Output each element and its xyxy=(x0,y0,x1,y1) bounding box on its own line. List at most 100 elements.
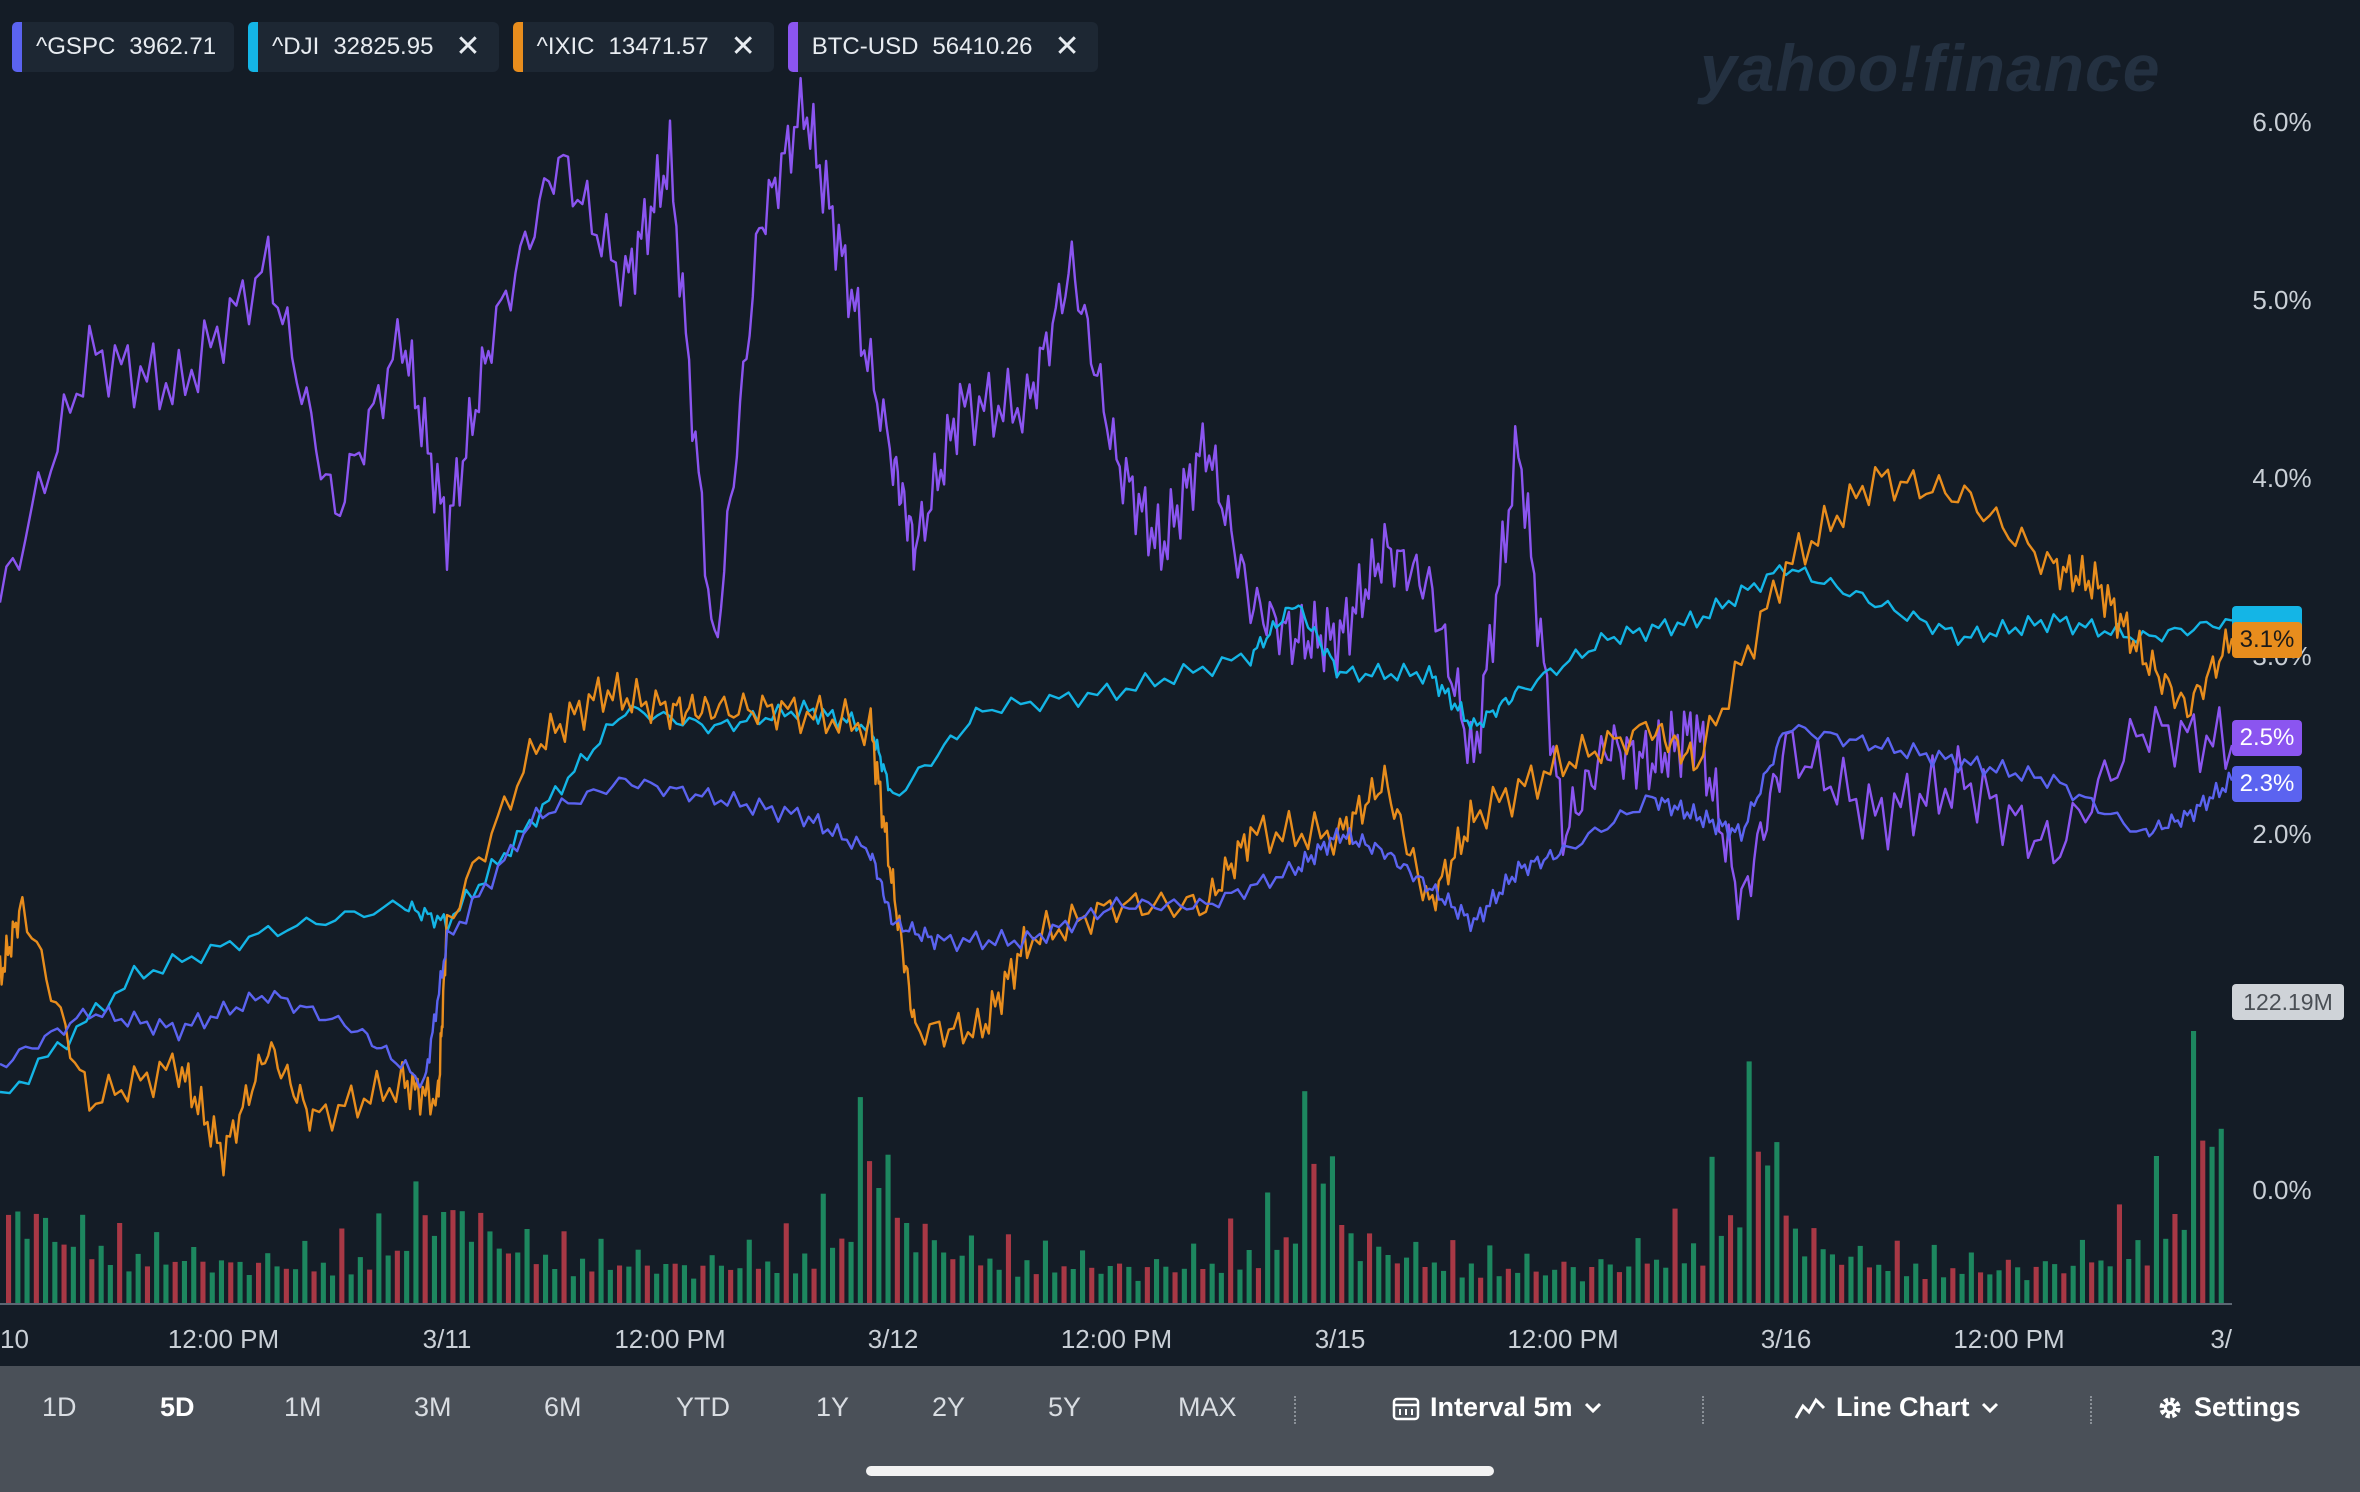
settings-button[interactable]: Settings xyxy=(2156,1392,2301,1423)
volume-bar xyxy=(1422,1267,1428,1304)
volume-bar xyxy=(552,1269,558,1304)
volume-bar xyxy=(126,1271,132,1304)
volume-bar xyxy=(2052,1264,2058,1304)
volume-bar xyxy=(1579,1281,1585,1304)
close-icon[interactable]: ✕ xyxy=(1054,30,1080,63)
close-icon[interactable]: ✕ xyxy=(730,30,756,63)
volume-bar xyxy=(1672,1208,1678,1304)
volume-bar xyxy=(1505,1268,1511,1304)
volume-bar xyxy=(1552,1269,1558,1304)
volume-bar xyxy=(1468,1263,1474,1304)
range-button-1d[interactable]: 1D xyxy=(42,1392,77,1422)
range-button-5d[interactable]: 5D xyxy=(160,1392,195,1422)
volume-bar xyxy=(885,1154,891,1304)
volume-bar xyxy=(246,1275,252,1304)
volume-bar xyxy=(2107,1266,2113,1304)
volume-bar xyxy=(422,1215,428,1304)
volume-bar xyxy=(431,1235,437,1304)
volume-bar xyxy=(441,1212,447,1304)
volume-bar xyxy=(830,1247,836,1304)
volume-bar xyxy=(237,1261,243,1304)
ticker-price: 32825.95 xyxy=(333,33,434,60)
volume-bar xyxy=(2042,1261,2048,1304)
volume-bar xyxy=(894,1217,900,1304)
volume-bar xyxy=(1802,1256,1808,1304)
volume-bar xyxy=(311,1271,317,1304)
volume-bar xyxy=(320,1262,326,1304)
range-button-max[interactable]: MAX xyxy=(1178,1392,1237,1422)
volume-bar xyxy=(644,1265,650,1304)
volume-bar xyxy=(228,1262,234,1304)
volume-bar xyxy=(394,1250,400,1304)
range-button-1y[interactable]: 1Y xyxy=(816,1392,850,1422)
volume-bar xyxy=(1987,1274,1993,1304)
volume-bar xyxy=(1848,1256,1854,1304)
volume-bar xyxy=(1533,1271,1539,1304)
x-axis-tick-label: 10 xyxy=(0,1324,29,1354)
volume-bar xyxy=(1700,1265,1706,1304)
ticker-pill[interactable]: BTC-USD 56410.26 ✕ xyxy=(787,22,1098,72)
x-axis-tick-label: 12:00 PM xyxy=(168,1324,279,1354)
volume-bar xyxy=(283,1268,289,1304)
volume-bar xyxy=(968,1235,974,1304)
volume-bar xyxy=(33,1213,39,1304)
volume-bar xyxy=(672,1263,678,1304)
y-axis-tick-label: 0.0% xyxy=(2252,1175,2311,1205)
volume-bar xyxy=(1098,1273,1104,1304)
x-axis-tick-label: 12:00 PM xyxy=(614,1324,725,1354)
line-chart-icon xyxy=(1794,1397,1826,1419)
range-button-1m[interactable]: 1M xyxy=(284,1392,322,1422)
volume-bar xyxy=(2089,1262,2095,1304)
ticker-pill[interactable]: ^DJI 32825.95 ✕ xyxy=(248,22,499,72)
volume-bar xyxy=(1228,1218,1234,1304)
volume-bar xyxy=(52,1241,58,1304)
ticker-symbol: ^DJI xyxy=(272,33,320,60)
volume-bar xyxy=(941,1252,947,1304)
volume-bar xyxy=(2209,1146,2215,1304)
volume-bar xyxy=(413,1181,419,1304)
volume-bar xyxy=(2163,1238,2169,1304)
volume-bar xyxy=(450,1210,456,1304)
ticker-symbol: ^IXIC xyxy=(536,33,595,60)
volume-bar xyxy=(1404,1257,1410,1304)
volume-bar xyxy=(1255,1268,1261,1304)
separator xyxy=(2090,1396,2094,1424)
range-button-ytd[interactable]: YTD xyxy=(676,1392,730,1422)
series-end-tag: 2.5% xyxy=(2232,720,2302,756)
volume-bar xyxy=(478,1212,484,1304)
range-button-3m[interactable]: 3M xyxy=(414,1392,452,1422)
volume-bar xyxy=(2181,1229,2187,1304)
volume-bar xyxy=(950,1259,956,1304)
volume-bar xyxy=(1061,1266,1067,1304)
volume-bar xyxy=(543,1254,549,1304)
volume-bar xyxy=(107,1265,113,1304)
volume-bar xyxy=(135,1253,141,1304)
series-color-swatch xyxy=(248,22,259,72)
range-button-6m[interactable]: 6M xyxy=(544,1392,582,1422)
volume-bar xyxy=(1904,1276,1910,1304)
y-axis-tick-label: 6.0% xyxy=(2252,107,2311,137)
volume-bar xyxy=(691,1278,697,1304)
ticker-pill[interactable]: ^IXIC 13471.57 ✕ xyxy=(512,22,774,72)
x-axis-tick-label: 12:00 PM xyxy=(1953,1324,2064,1354)
volume-bar xyxy=(1302,1091,1308,1304)
range-button-5y[interactable]: 5Y xyxy=(1048,1392,1082,1422)
interval-dropdown[interactable]: Interval 5m xyxy=(1392,1392,1603,1423)
chart-type-label: Line Chart xyxy=(1836,1392,1970,1422)
volume-bar xyxy=(2005,1259,2011,1304)
volume-bar xyxy=(218,1260,224,1304)
volume-bar xyxy=(1042,1240,1048,1304)
volume-bar xyxy=(2061,1273,2067,1304)
volume-bar xyxy=(1329,1156,1335,1304)
close-icon[interactable]: ✕ xyxy=(455,30,481,63)
volume-bar xyxy=(1292,1243,1298,1304)
range-button-2y[interactable]: 2Y xyxy=(932,1392,966,1422)
ticker-pill[interactable]: ^GSPC 3962.71 xyxy=(12,22,235,72)
volume-bar xyxy=(1126,1266,1132,1304)
volume-bar xyxy=(580,1258,586,1304)
volume-bar xyxy=(1931,1244,1937,1304)
chart-type-dropdown[interactable]: Line Chart xyxy=(1794,1392,2000,1423)
volume-bar xyxy=(598,1238,604,1304)
